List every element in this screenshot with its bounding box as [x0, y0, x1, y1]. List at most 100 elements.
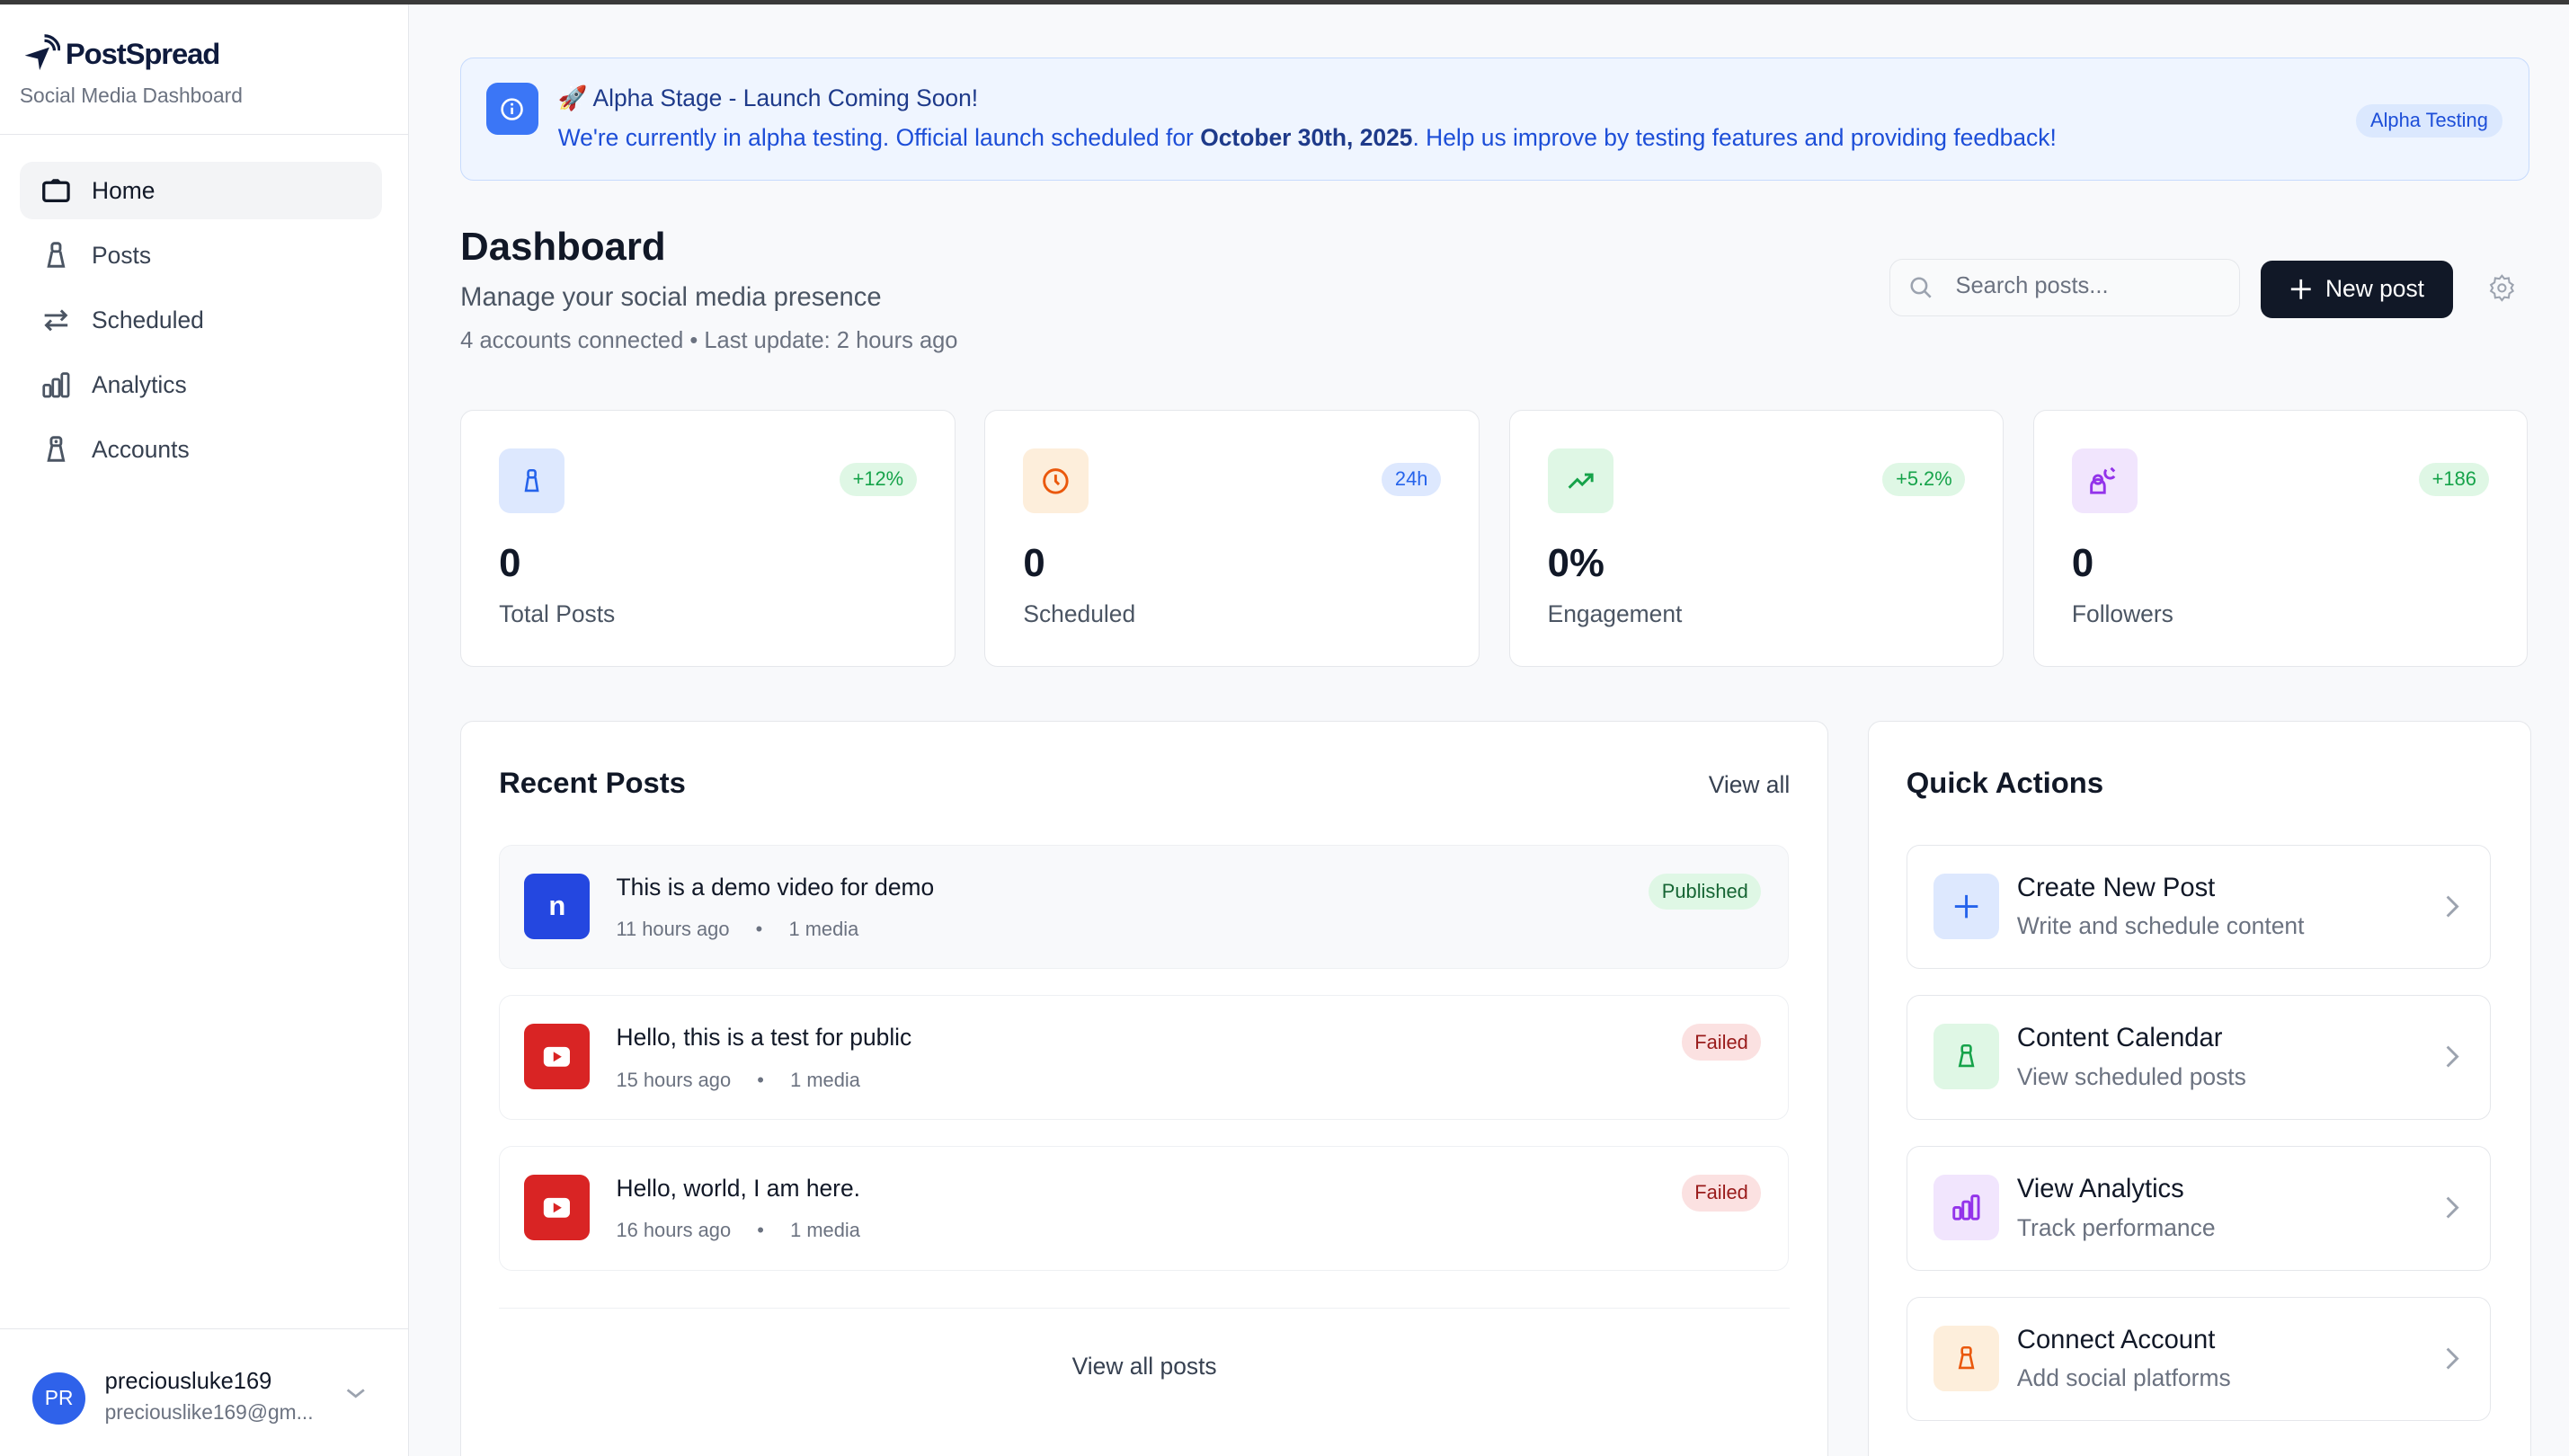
paper-plane-icon: [24, 34, 61, 71]
quick-actions-panel: Quick Actions Create New Post Write and …: [1867, 720, 2532, 1456]
post-meta: 15 hours ago • 1 media: [617, 1069, 860, 1092]
quick-action-subtitle: View scheduled posts: [2016, 1063, 2246, 1091]
clock-icon: [1023, 448, 1089, 514]
stat-value: 0: [2071, 541, 2094, 586]
chevron-right-icon: [2447, 1347, 2460, 1370]
stat-card-scheduled: 24h 0 Scheduled: [984, 409, 1480, 667]
avatar: PR: [32, 1372, 85, 1425]
window-top-bar: [0, 0, 2569, 5]
sidebar-item-label: Scheduled: [92, 306, 204, 333]
stat-card-total-posts: +12% 0 Total Posts: [460, 409, 956, 667]
sidebar-item-analytics[interactable]: Analytics: [20, 356, 382, 413]
post-row[interactable]: Hello, this is a test for public 15 hour…: [499, 995, 1789, 1120]
recent-posts-panel: Recent Posts View all n This is a demo v…: [460, 720, 1829, 1456]
gear-icon[interactable]: [2487, 273, 2517, 303]
quick-action-subtitle: Write and schedule content: [2016, 912, 2305, 940]
post-meta: 16 hours ago • 1 media: [617, 1219, 860, 1242]
trending-up-icon: [1547, 448, 1613, 514]
post-title: This is a demo video for demo: [616, 873, 935, 901]
post-time: 11 hours ago: [616, 917, 730, 940]
stat-badge: 24h: [1382, 462, 1441, 496]
quick-action-title: Content Calendar: [2016, 1024, 2223, 1053]
chevron-down-icon[interactable]: [344, 1385, 368, 1401]
stat-label: Engagement: [1547, 600, 1683, 628]
alpha-banner: 🚀 Alpha Stage - Launch Coming Soon! We'r…: [460, 57, 2530, 181]
youtube-icon: [524, 1024, 591, 1090]
quick-action-connect-account[interactable]: Connect Account Add social platforms: [1906, 1296, 2492, 1422]
search-icon: [1910, 277, 1933, 298]
post-meta: 11 hours ago • 1 media: [617, 918, 859, 941]
stat-value: 0%: [1547, 541, 1605, 586]
post-row[interactable]: Hello, world, I am here. 16 hours ago • 1 …: [499, 1146, 1789, 1271]
launch-date: October 30th, 2025: [1200, 123, 1413, 151]
plus-icon: [1933, 873, 1999, 939]
post-title: Hello, this is a test for public: [616, 1024, 912, 1052]
search-box[interactable]: [1889, 258, 2240, 316]
quick-action-subtitle: Track performance: [2016, 1213, 2216, 1241]
account-icon: [1933, 1024, 1999, 1090]
separator-dot: •: [757, 1068, 764, 1091]
plus-icon: [2290, 279, 2311, 299]
new-post-button[interactable]: New post: [2261, 260, 2453, 318]
quick-action-view-analytics[interactable]: View Analytics Track performance: [1906, 1146, 2492, 1271]
banner-text-before: We're currently in alpha testing. Offici…: [557, 123, 1201, 151]
post-row[interactable]: n This is a demo video for demo 11 hours…: [499, 844, 1789, 970]
stat-card-followers: +186 0 Followers: [2032, 409, 2529, 667]
banner-text: We're currently in alpha testing. Offici…: [558, 124, 2057, 152]
search-input[interactable]: [1951, 271, 2229, 301]
page-title: Dashboard: [460, 224, 666, 269]
sidebar-item-label: Posts: [92, 241, 152, 269]
separator-dot: •: [757, 1219, 764, 1242]
stat-label: Followers: [2071, 600, 2173, 628]
divider: [0, 134, 408, 135]
separator-dot: •: [755, 917, 763, 940]
recent-posts-title: Recent Posts: [499, 766, 686, 800]
app-name: PostSpread: [65, 37, 220, 71]
stat-badge: +12%: [840, 462, 917, 496]
quick-actions-title: Quick Actions: [1906, 766, 2104, 800]
user-menu[interactable]: PR preciousluke169 preciouslike169@gm...: [0, 1328, 408, 1456]
quick-action-title: Create New Post: [2016, 873, 2216, 902]
sidebar-nav: Home Posts Scheduled Analytics Accounts: [19, 162, 382, 485]
logo[interactable]: PostSpread: [22, 34, 220, 74]
quick-action-content-calendar[interactable]: Content Calendar View scheduled posts: [1906, 995, 2492, 1120]
banner-title: 🚀 Alpha Stage - Launch Coming Soon!: [557, 84, 979, 111]
sidebar: PostSpread Social Media Dashboard Home P…: [0, 4, 409, 1456]
arrows-exchange-icon: [43, 309, 67, 332]
view-all-link[interactable]: View all: [1708, 770, 1791, 798]
stat-label: Scheduled: [1023, 600, 1136, 628]
sidebar-item-scheduled[interactable]: Scheduled: [20, 291, 382, 349]
sidebar-item-home[interactable]: Home: [19, 162, 382, 220]
quick-action-create-post[interactable]: Create New Post Write and schedule conte…: [1906, 844, 2492, 970]
page-meta: 4 accounts connected • Last update: 2 ho…: [460, 327, 958, 353]
sidebar-item-posts[interactable]: Posts: [20, 226, 382, 284]
stat-badge: +5.2%: [1882, 462, 1966, 496]
quick-action-title: Connect Account: [2016, 1325, 2216, 1354]
chevron-right-icon: [2447, 1045, 2460, 1068]
post-time: 15 hours ago: [616, 1068, 732, 1091]
view-all-posts-link[interactable]: View all posts: [1071, 1352, 1217, 1380]
app-subtitle: Social Media Dashboard: [19, 83, 243, 107]
info-icon: [485, 83, 538, 136]
status-badge: Failed: [1681, 1175, 1762, 1212]
bar-chart-icon: [1933, 1175, 1999, 1240]
divider: [499, 1308, 1791, 1310]
user-name: preciousluke169: [104, 1368, 272, 1394]
banner-text-after: . Help us improve by testing features an…: [1412, 123, 2057, 151]
status-badge: Failed: [1681, 1024, 1762, 1061]
stat-value: 0: [1023, 541, 1045, 586]
users-icon: [2071, 448, 2138, 514]
post-title: Hello, world, I am here.: [616, 1175, 861, 1203]
stat-badge: +186: [2419, 462, 2490, 496]
account-icon: [1933, 1325, 1999, 1391]
chevron-right-icon: [2447, 1196, 2460, 1219]
post-media-count: 1 media: [790, 1068, 860, 1091]
stat-value: 0: [499, 541, 521, 586]
sidebar-item-accounts[interactable]: Accounts: [20, 421, 382, 478]
sidebar-item-label: Home: [92, 176, 156, 204]
bar-chart-icon: [41, 372, 69, 398]
account-icon: [46, 436, 65, 462]
sidebar-item-label: Accounts: [92, 435, 190, 463]
sidebar-item-label: Analytics: [92, 370, 187, 398]
bag-icon: [499, 448, 564, 514]
